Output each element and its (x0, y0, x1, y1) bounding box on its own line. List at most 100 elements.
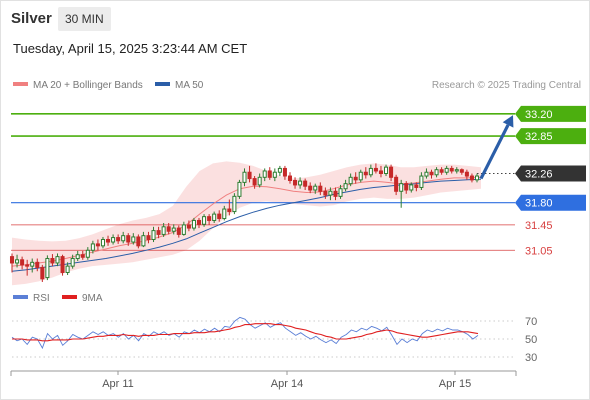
level-tag-32-85: 32.85 (515, 128, 586, 145)
candle-body (70, 258, 75, 267)
timeframe-badge[interactable]: 30 MIN (58, 7, 111, 31)
last-price-tag-bg (515, 165, 586, 182)
candle-body (20, 259, 25, 266)
candle (191, 217, 196, 231)
candle (399, 179, 404, 208)
candle (161, 222, 166, 237)
legend-ma20: MA 20 + Bollinger Bands (13, 80, 143, 91)
candle (373, 163, 378, 174)
level-tag-33-20: 33.20 (515, 105, 586, 122)
candle-body (282, 167, 287, 177)
candle-body (121, 235, 126, 242)
candle-body (363, 171, 368, 176)
legend-ma9: 9MA (62, 293, 103, 304)
candle-body (469, 175, 474, 181)
candle (449, 165, 454, 174)
candle-body (444, 167, 449, 173)
candle-body (80, 254, 85, 258)
candle (25, 259, 30, 276)
candle (100, 236, 105, 249)
candle-body (333, 190, 338, 197)
candle-body (156, 230, 161, 235)
candle-body (419, 175, 424, 188)
candle-body (75, 254, 80, 260)
candle (277, 165, 282, 177)
candle (126, 233, 131, 246)
candle-body (439, 169, 444, 173)
candle-body (474, 175, 480, 181)
candle (459, 168, 464, 175)
candle-body (45, 258, 50, 279)
candle-body (298, 180, 303, 186)
candle (247, 165, 252, 183)
rsi-tick-label-30: 30 (525, 352, 537, 364)
ma9-swatch (62, 295, 77, 300)
candle-body (171, 227, 176, 232)
candle (111, 234, 116, 245)
candle-body (293, 179, 298, 186)
candle-body (414, 184, 419, 188)
candle-body (242, 171, 247, 183)
candle-body (227, 208, 232, 213)
candle-body (424, 171, 429, 177)
candle (30, 258, 35, 273)
candle (237, 179, 242, 199)
level-tag-31-80: 31.80 (515, 194, 586, 211)
rsi-tick-label-50: 50 (525, 334, 537, 346)
candle-body (257, 176, 262, 186)
legend-ma9-label: 9MA (82, 293, 103, 304)
candle (252, 176, 257, 189)
candle (313, 183, 318, 194)
candle-body (404, 183, 409, 191)
candle-body (454, 169, 459, 172)
candle-body (151, 230, 156, 240)
candle (242, 168, 247, 187)
candle (116, 234, 121, 244)
candle-body (353, 176, 358, 181)
candle (156, 226, 161, 239)
candle (40, 264, 45, 282)
candle (70, 254, 75, 269)
candle (267, 167, 272, 180)
candle (282, 165, 287, 180)
candle-body (313, 185, 318, 191)
candle (166, 222, 171, 235)
candle-body (394, 176, 399, 192)
candle (151, 226, 156, 243)
last-price-tag-text: 32.26 (525, 169, 553, 181)
candle (404, 181, 409, 194)
candle-body (15, 259, 20, 264)
ma20-swatch (13, 82, 28, 87)
candle-body (35, 261, 40, 268)
candle (287, 172, 293, 184)
ma50-swatch (155, 82, 170, 87)
candle-body (217, 213, 222, 220)
candle-body (196, 219, 202, 225)
candle (20, 256, 25, 270)
candle-body (111, 237, 116, 243)
candle-body (262, 170, 267, 178)
candle (227, 199, 232, 216)
candle (469, 173, 474, 183)
candle (55, 253, 60, 267)
candle-body (399, 183, 404, 192)
candle (363, 167, 368, 179)
candle-body (308, 185, 313, 191)
candle-body (141, 235, 146, 247)
candle-body (267, 170, 272, 178)
legend-ma50-label: MA 50 (175, 80, 204, 91)
candle (212, 211, 217, 223)
level-tag-33-20-text: 33.20 (525, 109, 553, 121)
candle-body (237, 181, 242, 197)
candle (106, 235, 111, 246)
candle (217, 210, 222, 222)
candle-body (272, 171, 277, 178)
legend-ma20-label: MA 20 + Bollinger Bands (33, 80, 143, 91)
candle (146, 231, 151, 244)
candle (65, 262, 70, 276)
candle-body (384, 166, 389, 175)
candle-body (9, 256, 15, 264)
candle-body (136, 236, 141, 247)
candle-body (106, 238, 111, 243)
